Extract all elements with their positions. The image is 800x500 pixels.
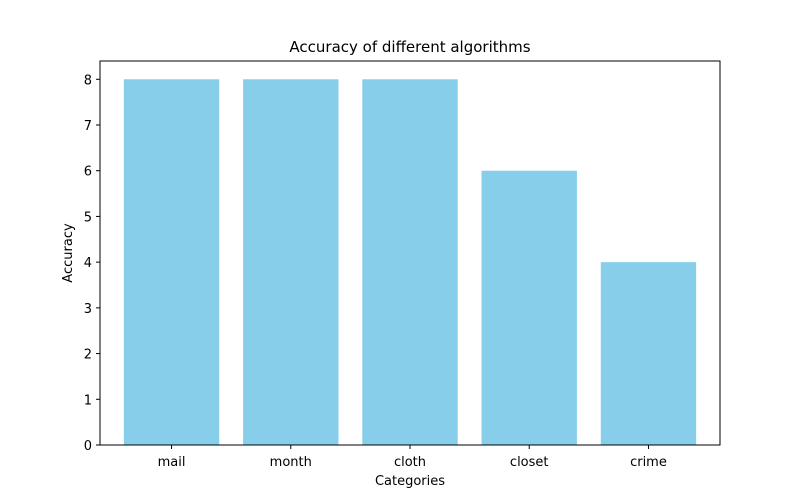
bars-layer xyxy=(123,79,697,446)
y-tick-label: 3 xyxy=(84,302,92,317)
y-tick-label: 5 xyxy=(84,210,92,225)
chart-title: Accuracy of different algorithms xyxy=(289,38,530,56)
y-tick-label: 2 xyxy=(84,348,92,363)
bar-mail xyxy=(123,79,220,446)
y-tick-label: 6 xyxy=(84,165,92,180)
x-axis-ticks: mail month cloth closet crime xyxy=(158,445,667,470)
y-tick-label: 4 xyxy=(84,256,92,271)
y-tick-label: 7 xyxy=(84,119,92,134)
x-tick-label: mail xyxy=(158,455,186,470)
bar-closet xyxy=(481,170,577,445)
bar-crime xyxy=(600,262,697,445)
y-tick-label: 1 xyxy=(84,393,92,408)
bar-cloth xyxy=(362,79,458,446)
bar-month xyxy=(243,79,339,446)
x-tick-label: month xyxy=(270,455,312,470)
y-axis-ticks: 0 1 2 3 4 5 6 7 8 xyxy=(84,73,100,454)
y-tick-label: 0 xyxy=(84,439,92,454)
x-tick-label: cloth xyxy=(394,455,426,470)
x-tick-label: closet xyxy=(510,455,549,470)
x-tick-label: crime xyxy=(630,455,667,470)
y-tick-label: 8 xyxy=(84,73,92,88)
x-axis-label: Categories xyxy=(375,474,445,489)
y-axis-label: Accuracy xyxy=(61,223,76,283)
